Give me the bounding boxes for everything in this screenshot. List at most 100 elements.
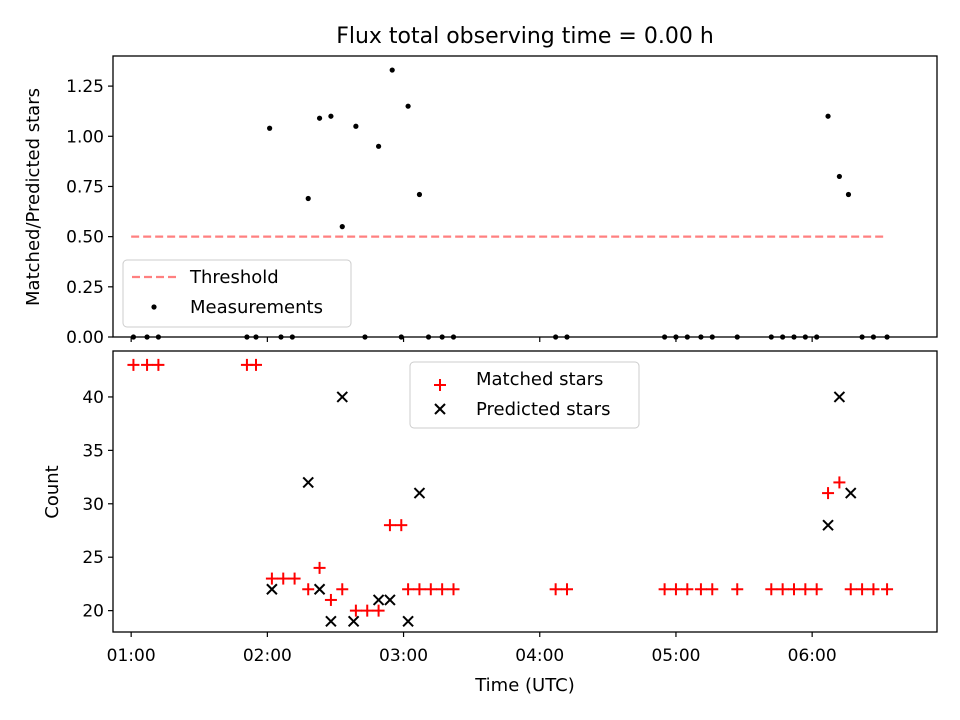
legend-matched-swatch [434,379,446,391]
predicted-star-mark-b [833,391,846,403]
measurement-point [405,103,411,109]
bottom-y-tick-label: 35 [82,441,104,461]
matched-star-point [447,583,460,596]
matched-star-point [706,583,719,596]
x-tick-label: 01:00 [107,646,156,666]
matched-star-point [799,583,812,596]
predicted-star-point [313,583,326,595]
measurement-point [353,123,359,129]
measurement-point [416,191,423,198]
top-panel: Flux total observing time = 0.00 h 0.000… [23,24,938,348]
matched-star-point [833,476,846,489]
top-y-tick-label: 0.00 [66,328,104,348]
legend-predicted-swatch [434,403,446,415]
bottom-legend: Matched stars Predicted stars [409,361,640,429]
predicted-star-mark-b [266,583,278,595]
top-y-tick-label: 0.25 [66,278,104,298]
measurement-point [339,224,345,230]
matched-star-point [731,583,744,596]
predicted-star-mark-b [402,615,414,628]
top-legend: Threshold Measurements [122,259,352,328]
matched-star-point [349,604,362,617]
predicted-star-mark-b [336,391,348,403]
measurement-point [845,191,852,198]
matched-star-point [681,583,694,596]
top-axes-ticks: 0.00 0.25 0.50 0.75 1.00 1.25 [66,77,813,348]
matched-star-point [694,583,707,596]
matched-star-point [658,583,671,596]
matched-star-point [288,572,301,585]
predicted-star-point [833,391,846,403]
bottom-y-tick-label: 40 [82,388,104,408]
predicted-star-point [266,583,278,595]
x-tick-label: 05:00 [651,646,700,666]
matched-star-point [669,583,682,596]
bottom-plot-area [127,358,894,628]
matched-star-point [787,583,800,596]
matched-star-point [867,583,880,596]
x-tick-label: 03:00 [379,646,428,666]
bottom-y-axis-label: Count [42,465,63,518]
matched-star-point [265,572,278,585]
chart-title: Flux total observing time = 0.00 h [336,24,714,49]
matched-star-point [822,487,835,500]
predicted-star-mark-b [372,594,385,606]
x-tick-label: 02:00 [243,646,292,666]
predicted-star-mark-b [347,615,360,628]
matched-star-point [881,583,894,596]
predicted-star-point [302,476,314,489]
top-y-tick-label: 1.25 [66,77,104,97]
matched-star-point [413,583,426,596]
matched-star-point [277,572,290,585]
matched-star-point [141,358,154,371]
predicted-star-point [372,594,385,606]
predicted-star-point [325,615,337,628]
measurement-point [836,173,842,180]
bottom-y-tick-label: 25 [82,548,104,568]
measurement-point [267,125,273,131]
matched-star-point [395,519,408,532]
top-y-tick-label: 0.75 [66,177,104,197]
matched-star-point [844,583,857,596]
matched-star-point [560,583,573,596]
top-y-tick-label: 0.50 [66,228,104,248]
legend-predicted-label: Predicted stars [476,399,610,420]
matched-star-point [152,358,165,371]
legend-measurements-swatch [151,304,157,310]
matched-star-point [765,583,778,596]
bottom-y-tick-label: 30 [82,495,104,515]
measurement-point [389,67,395,73]
matched-star-point [250,358,263,371]
matched-star-point [127,358,140,371]
predicted-star-mark-b [413,487,426,499]
measurement-point [316,115,323,121]
predicted-star-point [402,615,414,628]
predicted-star-point [845,487,857,499]
matched-star-point [313,561,326,574]
top-y-tick-label: 1.00 [66,127,104,147]
measurement-point [825,113,831,119]
measurement-point [305,195,311,202]
matched-star-point [549,583,562,596]
matched-star-point [424,583,437,596]
measurement-point [328,113,334,119]
predicted-star-point [822,519,834,531]
top-y-axis-label: Matched/Predicted stars [23,88,44,306]
matched-star-point [402,583,415,596]
matched-star-point [336,583,349,596]
legend-threshold-label: Threshold [189,267,279,288]
bottom-axes-ticks: 01:00 02:00 03:00 04:00 05:00 06:00 20 25 30 35 40 [82,388,836,666]
predicted-star-point [347,615,360,628]
predicted-star-point [384,594,396,606]
predicted-star-mark-b [313,583,326,595]
top-axes-frame [112,55,938,338]
x-tick-label: 04:00 [515,646,564,666]
bottom-y-tick-label: 20 [82,602,104,622]
bottom-axes-frame [112,350,938,633]
matched-star-point [324,593,337,606]
matched-star-point [383,519,396,532]
matched-star-point [361,604,374,617]
matched-star-point [856,583,869,596]
bottom-panel: 01:00 02:00 03:00 04:00 05:00 06:00 20 25 30 35 40… [42,350,938,696]
matched-star-point [436,583,449,596]
